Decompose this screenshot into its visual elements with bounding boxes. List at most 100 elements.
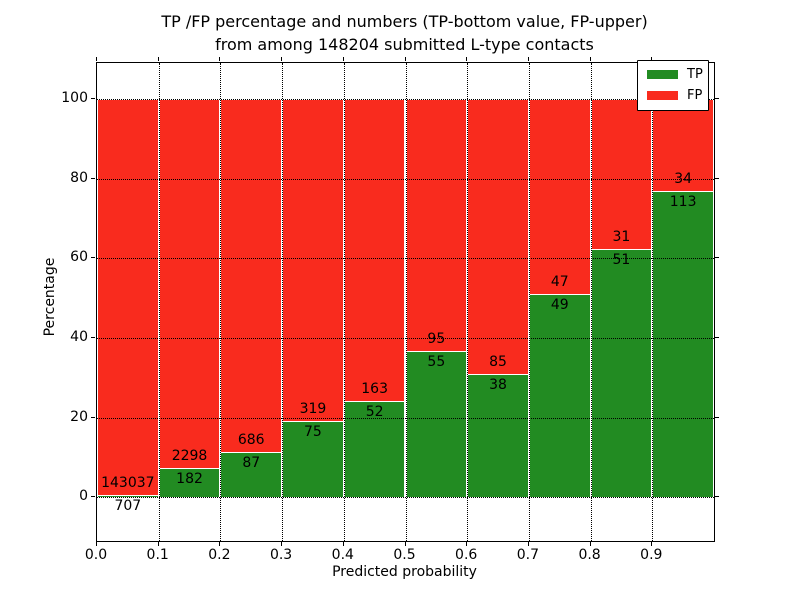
fp-bar xyxy=(405,98,468,352)
tp-count-label: 75 xyxy=(304,424,322,441)
horizontal-gridline xyxy=(97,417,714,419)
y-tick-mark xyxy=(91,496,95,498)
y-tick-label: 60 xyxy=(70,249,88,266)
y-tick-label: 0 xyxy=(79,488,88,505)
y-tick-mark xyxy=(91,257,95,259)
y-tick-label: 20 xyxy=(70,408,88,425)
chart-title-line2: from among 148204 submitted L-type conta… xyxy=(215,35,594,54)
x-tick-mark xyxy=(342,542,344,546)
tp-legend-label: TP xyxy=(687,67,703,82)
horizontal-gridline xyxy=(97,98,714,100)
tp-bar xyxy=(652,190,714,498)
tp-bar xyxy=(528,293,591,498)
tp-count-label: 49 xyxy=(550,296,569,313)
x-tick-label: 0.3 xyxy=(269,547,293,563)
tp-bar xyxy=(405,351,468,498)
x-tick-label: 0.7 xyxy=(516,547,540,563)
tp-count-label: 87 xyxy=(242,455,261,472)
y-tick-mark xyxy=(91,336,95,338)
x-tick-mark xyxy=(219,542,221,546)
tp-bar xyxy=(343,400,406,498)
y-right-tick-mark xyxy=(715,97,719,99)
y-tick-mark xyxy=(91,97,95,99)
fp-count-label: 31 xyxy=(612,229,631,246)
fp-bar xyxy=(590,98,653,250)
fp-count-label: 85 xyxy=(489,354,507,371)
x-tick-label: 0.1 xyxy=(146,547,169,563)
tp-bar xyxy=(282,421,344,498)
x-tick-mark xyxy=(466,542,468,546)
x-top-tick-mark xyxy=(589,57,591,61)
fp-count-label: 319 xyxy=(299,401,327,418)
y-right-tick-mark xyxy=(715,257,719,259)
x-top-tick-mark xyxy=(281,57,283,61)
x-tick-mark xyxy=(281,542,283,546)
x-tick-label: 0.5 xyxy=(393,547,416,563)
tp-legend-swatch-icon xyxy=(647,70,678,79)
y-right-tick-mark xyxy=(715,496,719,498)
x-tick-label: 0.6 xyxy=(455,547,478,563)
x-tick-mark xyxy=(527,542,529,546)
x-axis-label: Predicted probability xyxy=(332,564,477,580)
tp-bar xyxy=(220,452,283,498)
y-tick-mark xyxy=(91,416,95,418)
tp-count-label: 52 xyxy=(365,403,384,420)
y-axis-label: Percentage xyxy=(42,257,58,337)
y-right-tick-mark xyxy=(715,416,719,418)
fp-bar xyxy=(343,98,406,401)
y-right-tick-mark xyxy=(715,177,719,179)
y-right-tick-mark xyxy=(715,336,719,338)
fp-bar xyxy=(282,98,344,422)
vertical-gridline xyxy=(528,63,530,541)
vertical-gridline xyxy=(405,63,407,541)
fp-count-label: 34 xyxy=(674,170,693,187)
vertical-gridline xyxy=(282,63,284,541)
tp-count-label: 38 xyxy=(489,377,507,394)
x-tick-label: 0.4 xyxy=(331,547,354,563)
fp-bar xyxy=(528,98,591,294)
x-tick-label: 0.8 xyxy=(578,547,601,563)
tp-bar xyxy=(97,495,159,498)
vertical-gridline xyxy=(158,63,160,541)
horizontal-gridline xyxy=(97,497,714,499)
vertical-gridline xyxy=(590,63,592,541)
x-tick-mark xyxy=(157,542,159,546)
y-tick-label: 40 xyxy=(70,328,88,345)
legend-item-fp: FP xyxy=(647,89,702,102)
legend: TP FP xyxy=(637,60,709,111)
x-top-tick-mark xyxy=(157,57,159,61)
x-tick-label: 0.9 xyxy=(640,547,663,563)
fp-legend-swatch-icon xyxy=(647,91,678,100)
fp-count-label: 686 xyxy=(237,432,265,449)
vertical-gridline xyxy=(467,63,469,541)
x-top-tick-mark xyxy=(651,57,653,61)
tp-count-label: 113 xyxy=(669,193,697,210)
x-top-tick-mark xyxy=(527,57,529,61)
x-top-tick-mark xyxy=(96,57,97,61)
x-tick-mark xyxy=(96,542,97,546)
plot-area: TP FP 143037 707 2298 182 686 87 319 75 163 52 95 5… xyxy=(96,60,715,542)
y-tick-label: 80 xyxy=(70,169,88,186)
vertical-gridline xyxy=(652,63,654,541)
fp-bar xyxy=(220,98,283,453)
vertical-gridline xyxy=(220,63,222,541)
fp-count-label: 143037 xyxy=(101,475,155,492)
fp-count-label: 163 xyxy=(361,380,388,397)
x-tick-mark xyxy=(589,542,591,546)
chart-title: TP /FP percentage and numbers (TP-bottom… xyxy=(96,10,713,56)
x-tick-mark xyxy=(404,542,406,546)
x-top-tick-mark xyxy=(404,57,406,61)
fp-bar xyxy=(467,98,529,375)
fp-count-label: 2298 xyxy=(171,447,208,464)
fp-bar xyxy=(158,98,221,468)
tp-bar xyxy=(590,249,653,498)
tp-count-label: 182 xyxy=(176,470,203,487)
horizontal-gridline xyxy=(97,258,714,260)
vertical-gridline xyxy=(343,63,345,541)
chart-title-line1: TP /FP percentage and numbers (TP-bottom… xyxy=(161,12,648,31)
y-tick-label: 100 xyxy=(61,89,88,106)
fp-bar xyxy=(97,98,159,496)
horizontal-gridline xyxy=(97,337,714,339)
y-tick-mark xyxy=(91,177,95,179)
